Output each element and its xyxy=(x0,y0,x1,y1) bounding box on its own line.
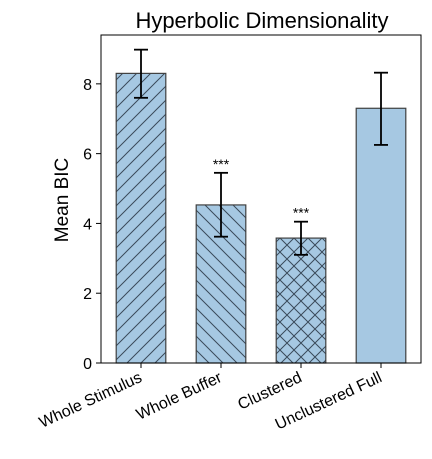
chart-title: Hyperbolic Dimensionality xyxy=(135,8,388,33)
y-tick-label: 6 xyxy=(83,147,92,164)
significance-label: *** xyxy=(213,156,230,172)
bar xyxy=(356,108,406,363)
bar-hatch xyxy=(276,238,326,363)
significance-label: *** xyxy=(293,205,310,221)
plot-area: 0 2 4 6 8 Whole Stimulus *** Whole Buffer *** Clu… xyxy=(37,48,407,433)
axes-frame xyxy=(100,34,422,364)
x-tick-label: Clustered xyxy=(235,369,304,413)
y-tick-label: 4 xyxy=(83,216,92,233)
y-axis-label: Mean BIC xyxy=(52,158,73,242)
y-tick-label: 0 xyxy=(83,356,92,373)
y-tick-label: 2 xyxy=(83,286,92,303)
x-tick-label: Whole Stimulus xyxy=(37,369,145,431)
x-tick-label: Whole Buffer xyxy=(134,369,225,424)
bar-hatch xyxy=(116,73,166,363)
y-tick-label: 8 xyxy=(83,77,92,94)
